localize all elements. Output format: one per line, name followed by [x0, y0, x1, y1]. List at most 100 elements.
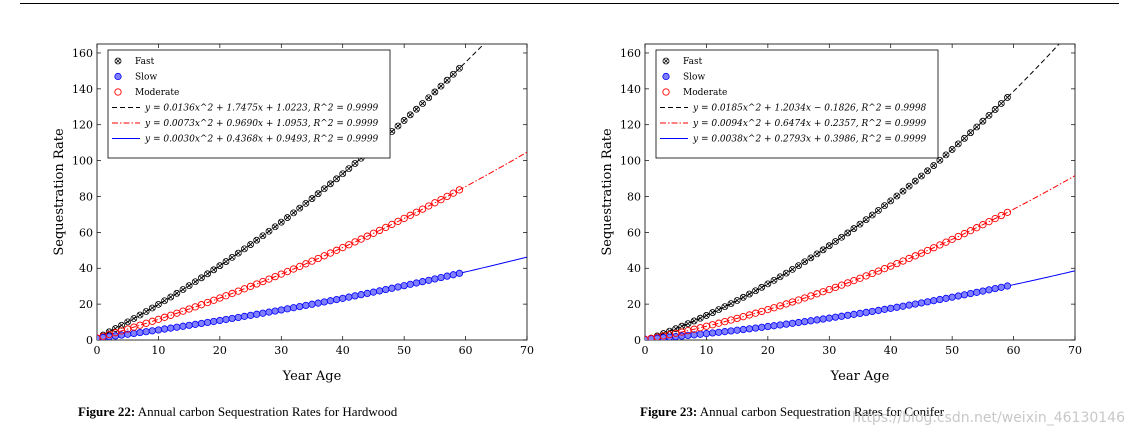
data-point-fast [148, 304, 156, 312]
legend-fit-label-0: y = 0.0185x^2 + 1.2034x − 0.1826, R^2 = … [692, 104, 927, 114]
data-point-slow [966, 289, 975, 298]
figure-22-caption: Figure 22: Annual carbon Sequestration R… [78, 404, 397, 420]
data-point-moderate [936, 241, 944, 249]
data-point-fast [715, 306, 723, 314]
data-point-slow [222, 315, 230, 324]
fit-line-1 [645, 175, 1075, 340]
legend-label-fast: Fast [135, 57, 155, 67]
data-point-slow [788, 319, 797, 327]
data-point-slow [382, 285, 390, 294]
data-point-slow [185, 321, 193, 329]
data-point-slow [425, 276, 433, 284]
legend-fit-label-2: y = 0.0030x^2 + 0.4368x + 0.9493, R^2 = … [144, 135, 379, 145]
data-point-fast [850, 225, 858, 232]
data-point-moderate [437, 195, 445, 204]
data-point-moderate [930, 244, 938, 252]
data-point-moderate [868, 269, 876, 278]
data-point-slow [160, 325, 169, 333]
data-point-fast [807, 254, 815, 262]
data-point-fast [345, 165, 353, 173]
legend-fit-label-1: y = 0.0073x^2 + 0.9690x + 1.0953, R^2 = … [144, 119, 379, 129]
data-point-fast [191, 278, 199, 286]
data-point-slow [406, 280, 414, 288]
data-point-fast [899, 187, 907, 195]
data-point-fast [875, 206, 882, 214]
data-point-moderate [923, 246, 932, 255]
data-point-moderate [406, 211, 414, 219]
data-point-slow [985, 286, 993, 294]
data-point-slow [357, 291, 365, 299]
data-point-fast [690, 317, 698, 325]
data-point-slow [837, 312, 846, 320]
data-point-slow [758, 323, 766, 331]
data-point-moderate [400, 214, 408, 223]
plot-frame [96, 43, 528, 341]
hardwood-chart: 0 10 20 30 40 50 60 70 0 20 40 60 80 100 120 140 160 Year… [52, 43, 534, 384]
data-point-slow [412, 279, 421, 287]
x-tick-label: 0 [642, 344, 649, 357]
x-tick-label: 70 [520, 344, 534, 357]
y-tick-label: 140 [620, 83, 641, 96]
legend-label-moderate: Moderate [683, 88, 727, 98]
data-point-fast [930, 162, 938, 169]
x-tick-label: 20 [213, 344, 227, 357]
data-point-fast [721, 303, 729, 311]
data-point-moderate [715, 319, 723, 327]
data-point-fast [856, 220, 864, 228]
series-moderate [645, 208, 1012, 340]
data-point-fast [142, 308, 150, 315]
data-point-slow [991, 284, 999, 293]
data-point-moderate [234, 287, 242, 295]
y-tick-label: 80 [79, 190, 93, 203]
data-point-moderate [271, 272, 279, 281]
data-point-moderate [455, 186, 464, 194]
data-point-fast [776, 273, 784, 281]
data-point-slow [265, 308, 273, 316]
data-point-moderate [443, 192, 451, 201]
watermark: https://blog.csdn.net/weixin_46130146 [851, 410, 1125, 426]
data-point-moderate [332, 246, 341, 254]
data-point-moderate [979, 221, 987, 229]
data-point-slow [197, 319, 206, 328]
data-point-slow [930, 297, 938, 305]
data-point-slow [880, 305, 889, 313]
data-point-moderate [210, 296, 218, 304]
data-point-fast [296, 204, 304, 212]
data-point-slow [271, 307, 279, 315]
data-point-fast [948, 146, 956, 153]
data-point-slow [862, 308, 870, 317]
data-point-moderate [831, 283, 840, 292]
data-point-fast [449, 70, 457, 78]
data-point-fast [825, 242, 833, 250]
y-tick-label: 140 [72, 83, 93, 96]
data-point-moderate [782, 300, 790, 308]
data-point-slow [363, 289, 371, 297]
data-point-slow [942, 294, 950, 302]
data-point-slow [936, 295, 944, 304]
data-point-slow [191, 320, 199, 328]
y-tick-label: 40 [627, 262, 641, 275]
data-point-slow [973, 288, 981, 296]
data-point-slow [326, 297, 335, 305]
data-point-slow [253, 310, 261, 318]
data-point-fast [832, 238, 839, 245]
data-point-fast [308, 195, 316, 202]
data-point-moderate [339, 243, 347, 252]
data-point-fast [118, 321, 125, 329]
data-point-slow [418, 278, 427, 286]
data-point-moderate [850, 276, 858, 285]
data-point-slow [831, 313, 840, 321]
data-point-slow [136, 328, 144, 337]
data-point-slow [443, 272, 451, 280]
data-point-moderate [942, 238, 950, 246]
legend-marker-slow [662, 72, 670, 81]
y-tick-label: 120 [620, 119, 641, 132]
data-point-fast [709, 309, 716, 316]
data-point-fast [746, 290, 753, 298]
data-point-slow [1003, 282, 1012, 290]
data-point-fast [185, 282, 193, 290]
legend-marker-slow [114, 72, 122, 81]
y-tick-label: 0 [86, 334, 93, 347]
data-point-fast [124, 318, 132, 326]
data-point-moderate [259, 277, 267, 286]
